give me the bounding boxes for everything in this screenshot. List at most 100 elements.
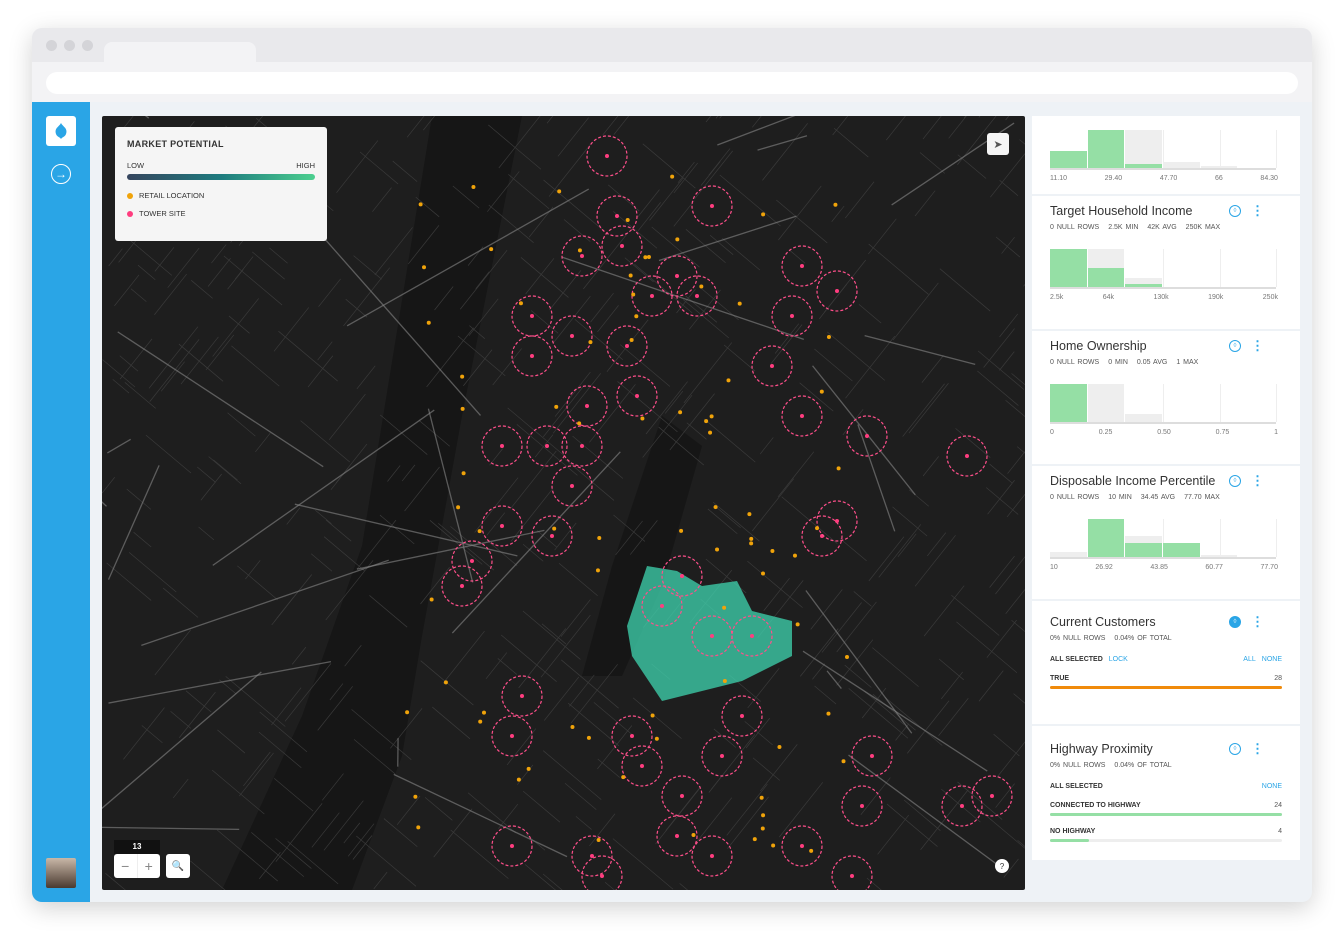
histogram-bar[interactable] bbox=[1050, 384, 1087, 422]
category-item[interactable]: NO HIGHWAY 4 bbox=[1050, 828, 1282, 842]
axis-label: 10 bbox=[1050, 564, 1058, 571]
user-avatar[interactable] bbox=[46, 858, 76, 888]
gridline bbox=[1276, 519, 1277, 557]
tower-site-marker bbox=[865, 434, 869, 438]
gridline bbox=[1276, 130, 1277, 168]
histogram-bar[interactable] bbox=[1087, 130, 1125, 168]
stat: 0 MIN bbox=[1108, 359, 1128, 366]
street bbox=[999, 313, 1019, 338]
color-drop-icon[interactable]: ◊ bbox=[1229, 615, 1241, 628]
tower-site-radius bbox=[481, 425, 523, 467]
tower-site-radius bbox=[451, 540, 493, 582]
histogram-bar[interactable] bbox=[1050, 150, 1087, 168]
category-item[interactable]: CONNECTED TO HIGHWAY 24 bbox=[1050, 802, 1282, 816]
selection-status: ALL SELECTED bbox=[1050, 783, 1103, 790]
arrow-right-circle-icon[interactable]: → bbox=[51, 164, 71, 184]
color-drop-icon[interactable]: ◊ bbox=[1229, 474, 1241, 487]
street bbox=[498, 116, 541, 169]
street bbox=[914, 190, 936, 217]
lock-link[interactable]: LOCK bbox=[1108, 656, 1128, 663]
histogram-bar[interactable] bbox=[1125, 283, 1162, 287]
street bbox=[154, 273, 187, 315]
street bbox=[251, 832, 305, 877]
category-item[interactable]: TRUE 28 bbox=[1050, 675, 1282, 689]
histogram-bar[interactable] bbox=[1087, 268, 1125, 287]
histogram-bar[interactable] bbox=[1087, 519, 1125, 557]
more-vertical-icon[interactable]: ⋮ bbox=[1251, 614, 1264, 629]
street bbox=[747, 560, 803, 608]
more-vertical-icon[interactable]: ⋮ bbox=[1251, 203, 1264, 218]
window-minimize-button[interactable] bbox=[64, 40, 75, 51]
more-vertical-icon[interactable]: ⋮ bbox=[1251, 741, 1264, 756]
histogram-bar[interactable] bbox=[1163, 542, 1200, 557]
tower-site-marker bbox=[965, 454, 969, 458]
street bbox=[510, 488, 554, 542]
tower-site-marker bbox=[860, 804, 864, 808]
window-maximize-button[interactable] bbox=[82, 40, 93, 51]
retail-location-marker bbox=[646, 255, 651, 260]
selection-status: ALL SELECTED bbox=[1050, 656, 1103, 663]
histogram[interactable] bbox=[1050, 519, 1277, 559]
street bbox=[708, 769, 728, 793]
street bbox=[844, 664, 872, 688]
widget-title: Highway Proximity bbox=[1050, 742, 1153, 756]
window-close-button[interactable] bbox=[46, 40, 57, 51]
histogram-bar[interactable] bbox=[1125, 542, 1162, 557]
retail-location-marker bbox=[557, 189, 562, 194]
street bbox=[467, 792, 516, 834]
color-drop-icon[interactable]: ◊ bbox=[1229, 339, 1241, 352]
more-vertical-icon[interactable]: ⋮ bbox=[1251, 473, 1264, 488]
street bbox=[269, 247, 288, 264]
map-view[interactable]: MARKET POTENTIAL LOW HIGH RETAIL LOCATION… bbox=[102, 116, 1025, 890]
browser-tab[interactable] bbox=[104, 42, 256, 66]
street bbox=[145, 434, 192, 474]
share-button[interactable]: ➤ bbox=[987, 133, 1009, 155]
street bbox=[561, 659, 619, 709]
histogram[interactable] bbox=[1050, 384, 1277, 424]
street bbox=[516, 424, 578, 476]
street bbox=[359, 151, 399, 185]
street bbox=[353, 255, 382, 280]
street bbox=[450, 526, 475, 547]
address-bar[interactable] bbox=[46, 72, 1298, 94]
zoom-in-button[interactable]: + bbox=[144, 858, 153, 874]
select-none-link[interactable]: NONE bbox=[1261, 656, 1282, 663]
street bbox=[597, 305, 619, 333]
retail-location-marker bbox=[704, 419, 709, 424]
river bbox=[222, 116, 522, 890]
map-canvas[interactable] bbox=[102, 116, 1025, 890]
tower-site-radius bbox=[846, 415, 888, 457]
select-all-link[interactable]: ALL bbox=[1243, 656, 1256, 663]
app-logo[interactable] bbox=[46, 116, 76, 146]
tower-site-marker bbox=[580, 444, 584, 448]
retail-location-marker bbox=[715, 547, 720, 552]
street bbox=[510, 450, 557, 509]
street bbox=[726, 783, 768, 836]
histogram-bar[interactable] bbox=[1050, 249, 1087, 287]
street bbox=[831, 205, 845, 222]
street bbox=[287, 841, 339, 885]
sidebar: → bbox=[32, 102, 90, 902]
street bbox=[311, 812, 340, 848]
color-drop-icon[interactable]: ◊ bbox=[1229, 742, 1241, 755]
street bbox=[208, 456, 242, 485]
help-button[interactable]: ? bbox=[995, 859, 1009, 873]
street bbox=[903, 799, 941, 831]
street bbox=[637, 189, 660, 218]
color-drop-icon[interactable]: ◊ bbox=[1229, 204, 1241, 217]
histogram[interactable] bbox=[1050, 130, 1277, 170]
histogram-bar[interactable] bbox=[1125, 164, 1162, 168]
street bbox=[271, 687, 302, 726]
select-none-link[interactable]: NONE bbox=[1261, 783, 1282, 790]
street bbox=[853, 591, 872, 607]
map-search-button[interactable]: 🔍 bbox=[166, 854, 190, 878]
more-vertical-icon[interactable]: ⋮ bbox=[1251, 338, 1264, 353]
tower-site-marker bbox=[460, 584, 464, 588]
street bbox=[821, 602, 862, 653]
gridline bbox=[1163, 384, 1164, 422]
street bbox=[552, 295, 591, 344]
histogram[interactable] bbox=[1050, 249, 1277, 289]
zoom-out-button[interactable]: − bbox=[114, 854, 138, 878]
street bbox=[149, 339, 200, 402]
street bbox=[404, 466, 440, 512]
